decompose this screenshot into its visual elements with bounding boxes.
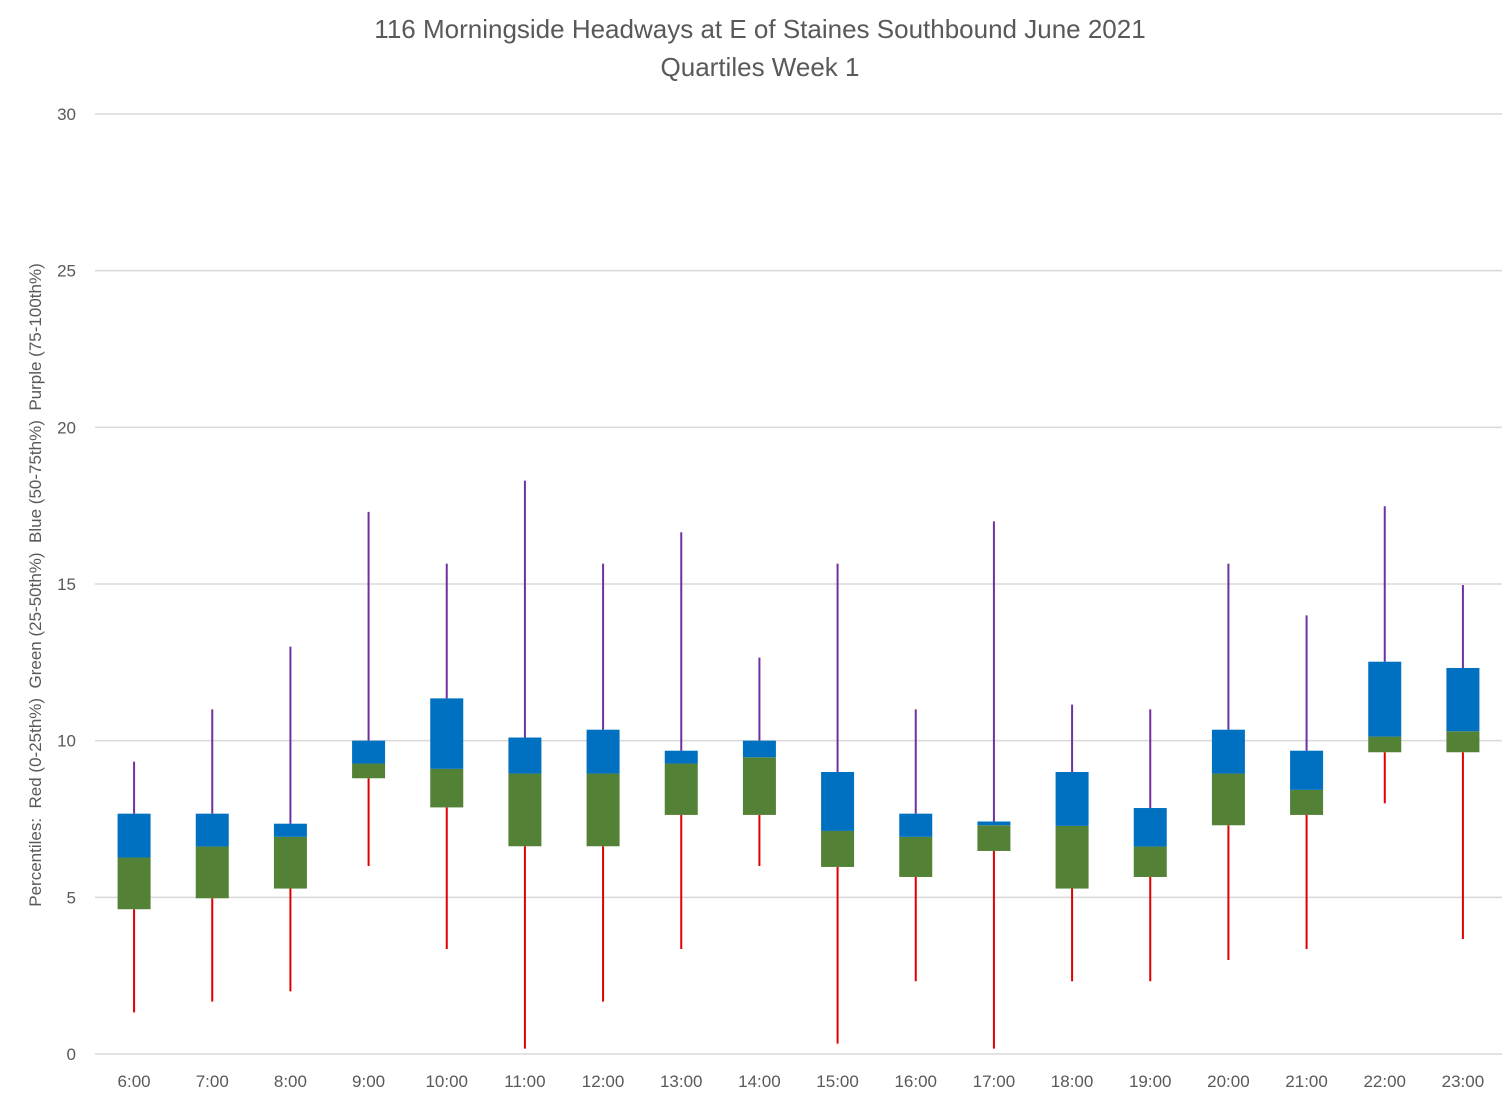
upper-box [899, 813, 933, 837]
box-group [430, 563, 464, 950]
upper-box [821, 772, 855, 831]
x-tick-label: 16:00 [894, 1072, 937, 1091]
upper-box [1368, 661, 1402, 737]
box-group [195, 709, 229, 1002]
x-tick-label: 23:00 [1442, 1072, 1485, 1091]
box-group [821, 563, 855, 1044]
x-tick-label: 14:00 [738, 1072, 781, 1091]
x-tick-label: 12:00 [582, 1072, 625, 1091]
box-group [899, 709, 933, 982]
box-group [977, 521, 1011, 1049]
box-group [1368, 506, 1402, 804]
x-tick-label: 15:00 [816, 1072, 859, 1091]
y-tick-label: 5 [67, 888, 76, 907]
lower-box [742, 757, 776, 815]
lower-box [1211, 773, 1245, 826]
x-tick-label: 8:00 [274, 1072, 307, 1091]
upper-box [195, 813, 229, 847]
upper-box [742, 740, 776, 758]
box-group [742, 657, 776, 866]
y-tick-label: 20 [57, 418, 76, 437]
box-group [117, 761, 151, 1013]
y-tick-labels: 0 5 10 15 20 25 30 [57, 105, 76, 1064]
y-tick-label: 15 [57, 575, 76, 594]
box-group [1290, 615, 1324, 950]
box-group [508, 480, 542, 1049]
lower-box [273, 836, 307, 889]
lower-box [195, 846, 229, 899]
x-tick-label: 18:00 [1051, 1072, 1094, 1091]
x-tick-label: 13:00 [660, 1072, 703, 1091]
x-tick-label: 10:00 [425, 1072, 468, 1091]
x-tick-label: 21:00 [1285, 1072, 1328, 1091]
y-tick-label: 0 [67, 1045, 76, 1064]
upper-box [586, 729, 620, 774]
box-group [586, 563, 620, 1002]
lower-box [352, 763, 386, 779]
upper-box [977, 821, 1011, 826]
lower-box [977, 825, 1011, 851]
box-group [352, 511, 386, 866]
lower-box [117, 857, 151, 910]
x-tick-label: 9:00 [352, 1072, 385, 1091]
x-tick-label: 7:00 [196, 1072, 229, 1091]
x-tick-labels: 6:00 7:00 8:00 9:00 10:00 11:00 12:00 13:00 14:0… [118, 1072, 1485, 1091]
x-tick-label: 17:00 [973, 1072, 1016, 1091]
box-group [1055, 704, 1089, 982]
lower-box [508, 773, 542, 847]
lower-box [430, 768, 464, 808]
upper-box [1133, 808, 1167, 847]
x-tick-label: 20:00 [1207, 1072, 1250, 1091]
lower-box [899, 836, 933, 877]
lower-box [1368, 736, 1402, 753]
lower-box [1290, 789, 1324, 815]
y-tick-label: 25 [57, 262, 76, 281]
lower-box [821, 830, 855, 867]
lower-box [1446, 731, 1480, 753]
upper-box [117, 813, 151, 858]
upper-box [1211, 729, 1245, 774]
box-group [1446, 584, 1480, 940]
upper-box [664, 750, 698, 764]
box-group [273, 646, 307, 992]
chart-subtitle: Quartiles Week 1 [660, 52, 860, 82]
upper-box [1290, 750, 1324, 790]
upper-box [1446, 667, 1480, 732]
x-tick-label: 19:00 [1129, 1072, 1172, 1091]
upper-box [352, 740, 386, 764]
x-tick-label: 22:00 [1363, 1072, 1406, 1091]
y-tick-label: 30 [57, 105, 76, 124]
y-tick-label: 10 [57, 732, 76, 751]
lower-box [586, 773, 620, 847]
lower-box [1055, 825, 1089, 889]
box-group [1211, 563, 1245, 960]
lower-box [664, 763, 698, 815]
gridlines [95, 113, 1502, 1055]
x-tick-label: 11:00 [504, 1072, 545, 1091]
box-group [664, 532, 698, 950]
chart-title: 116 Morningside Headways at E of Staines… [374, 14, 1146, 44]
upper-box [430, 698, 464, 769]
box-marks [117, 480, 1480, 1049]
upper-box [1055, 772, 1089, 826]
box-group [1133, 709, 1167, 982]
upper-box [508, 737, 542, 774]
x-tick-label: 6:00 [118, 1072, 151, 1091]
lower-box [1133, 846, 1167, 877]
upper-box [273, 823, 307, 837]
